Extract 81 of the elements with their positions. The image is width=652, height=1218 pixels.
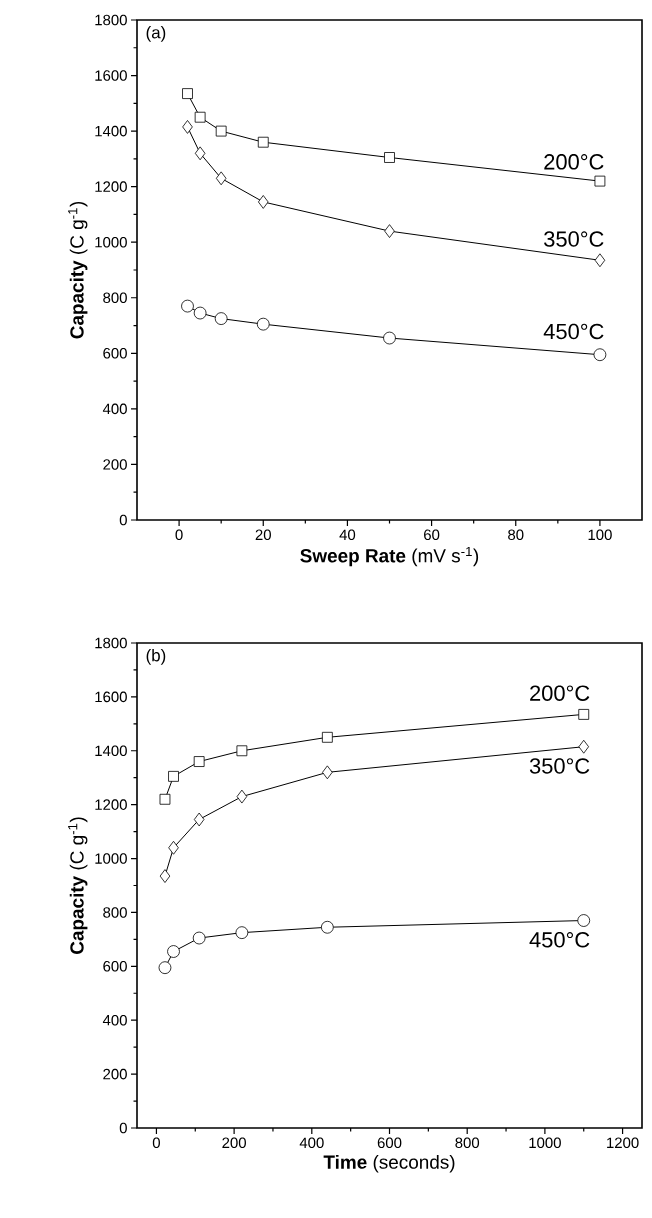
point: [167, 945, 180, 958]
point: [181, 299, 194, 313]
point: [235, 926, 249, 940]
point: [594, 175, 606, 187]
annotation: (b): [146, 648, 166, 665]
y-tick-label: 1000: [95, 853, 127, 864]
point: [193, 812, 205, 827]
point: [578, 739, 589, 754]
y-tick-label: 200: [103, 459, 127, 470]
x-axis-title: Sweep Rate (mV s$^{-1}$): [300, 546, 479, 567]
point: [158, 961, 172, 975]
point: [383, 331, 396, 345]
point: [577, 914, 591, 927]
y-tick-label: 1000: [95, 236, 127, 248]
point: [236, 789, 248, 804]
point: [594, 253, 606, 268]
series-label: 350°C: [544, 231, 604, 247]
point: [214, 312, 228, 325]
x-tick-label: 0: [152, 1137, 160, 1149]
point: [159, 869, 171, 883]
y-tick-label: 1200: [95, 799, 127, 810]
x-tick-label: 400: [299, 1137, 324, 1149]
point: [384, 224, 395, 238]
point: [192, 931, 206, 945]
point: [159, 793, 171, 805]
point: [182, 88, 193, 99]
x-axis-title: Time (seconds): [323, 1154, 455, 1173]
point: [168, 840, 179, 855]
point: [194, 146, 206, 161]
y-tick-label: 1600: [95, 70, 127, 81]
y-tick-label: 800: [103, 292, 127, 304]
annotation: (a): [146, 26, 166, 42]
point: [236, 745, 248, 757]
x-tick-label: 100: [588, 529, 612, 541]
x-tick-label: 1200: [607, 1137, 639, 1149]
y-tick-label: 1200: [95, 181, 127, 192]
y-tick-label: 1800: [95, 14, 127, 26]
point: [578, 709, 590, 720]
series-label: 200°C: [530, 685, 590, 701]
x-tick-label: 40: [339, 529, 356, 541]
x-tick-label: 20: [255, 529, 271, 541]
y-tick-label: 0: [119, 1122, 127, 1134]
point: [194, 111, 206, 123]
y-tick-label: 200: [103, 1068, 127, 1080]
point: [168, 770, 179, 782]
point: [384, 152, 395, 163]
point: [215, 171, 227, 186]
point: [257, 195, 269, 209]
point: [320, 920, 334, 934]
x-tick-label: 60: [424, 529, 440, 541]
y-tick-label: 400: [102, 1014, 127, 1026]
y-tick-label: 600: [103, 961, 127, 972]
point: [593, 348, 607, 362]
point: [193, 756, 205, 767]
point: [215, 125, 227, 137]
x-tick-label: 0: [175, 529, 183, 541]
y-tick-label: 600: [103, 348, 127, 359]
series-label: 450°C: [543, 323, 604, 340]
point: [256, 317, 270, 331]
x-tick-label: 600: [377, 1137, 402, 1149]
point: [193, 306, 207, 320]
y-tick-label: 1400: [95, 125, 127, 137]
y-tick-label: 0: [119, 514, 127, 526]
point: [182, 120, 193, 134]
x-tick-label: 1000: [529, 1137, 561, 1149]
x-tick-label: 80: [508, 529, 524, 541]
y-tick-label: 1400: [95, 745, 127, 757]
point: [257, 136, 269, 148]
series-label: 350°C: [529, 758, 590, 774]
point: [321, 731, 333, 743]
y-tick-label: 1600: [95, 691, 127, 703]
y-tick-label: 1800: [95, 637, 127, 649]
series-label: 200°C: [544, 154, 604, 170]
x-tick-label: 200: [222, 1137, 246, 1149]
point: [322, 765, 333, 780]
y-axis-title: Capacity (C g$^{-1}$): [68, 201, 88, 339]
x-tick-label: 800: [455, 1137, 480, 1149]
y-tick-label: 800: [103, 907, 127, 918]
series-label: 450°C: [529, 932, 590, 948]
y-tick-label: 400: [102, 403, 127, 415]
y-axis-title: Capacity (C g$^{-1}$): [68, 817, 88, 954]
